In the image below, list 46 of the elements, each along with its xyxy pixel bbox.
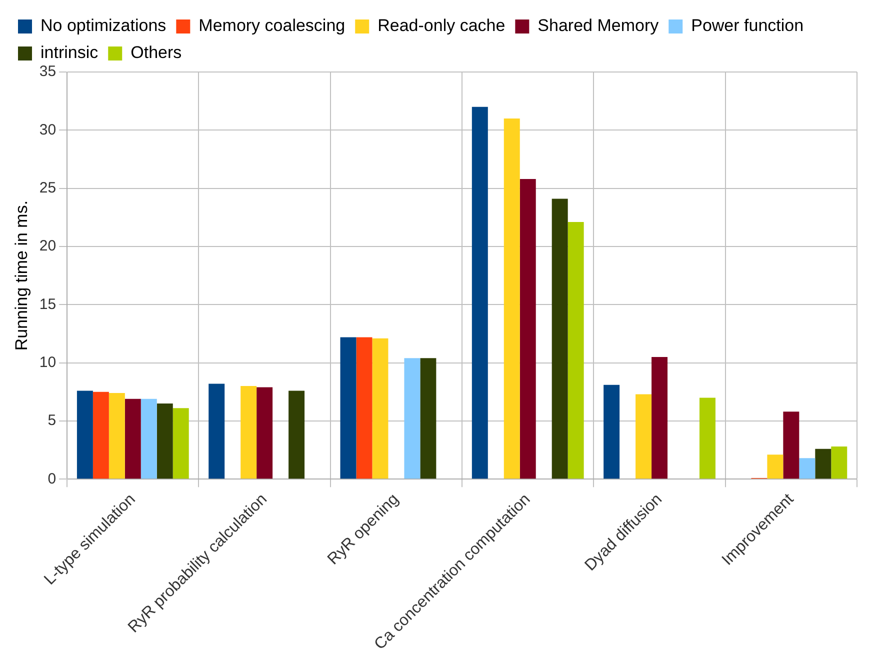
bar: [699, 398, 716, 479]
legend-label: Power function: [691, 16, 804, 36]
bar: [831, 446, 848, 479]
bar: [404, 358, 420, 479]
bar: [288, 390, 305, 479]
bar: [783, 412, 800, 479]
bar: [172, 408, 189, 479]
bar: [799, 458, 816, 479]
y-tick-label: 30: [39, 121, 56, 138]
y-tick-label: 0: [48, 470, 56, 488]
bar: [520, 179, 536, 479]
legend-label: Memory coalescing: [198, 16, 346, 36]
bar: [256, 387, 273, 479]
bar: [652, 356, 668, 479]
bar: [767, 454, 784, 479]
y-tick-label: 10: [39, 354, 56, 371]
y-tick-label: 25: [39, 179, 56, 196]
bar: [76, 390, 93, 479]
bar: [208, 384, 225, 479]
y-tick-label: 5: [48, 412, 56, 430]
bar: [92, 392, 109, 479]
bar: [108, 393, 125, 479]
legend-label: intrinsic: [40, 43, 99, 62]
y-tick-label: 15: [39, 296, 56, 313]
bar: [420, 358, 436, 479]
legend-label: Read-only cache: [378, 16, 506, 36]
y-tick-label: 20: [39, 238, 56, 255]
bar: [124, 398, 141, 479]
bar: [552, 198, 568, 479]
y-axis-title: Running time in ms.: [12, 200, 31, 351]
legend-label: No optimizations: [40, 16, 166, 36]
bar: [604, 384, 620, 479]
legend-label: Shared Memory: [538, 16, 660, 36]
legend-label: Others: [130, 43, 182, 62]
bar: [356, 337, 372, 479]
bar: [140, 398, 157, 479]
bar: [815, 448, 832, 479]
bar: [240, 386, 257, 479]
y-tick-label: 35: [39, 63, 56, 80]
bar: [156, 404, 173, 479]
bar: [636, 394, 652, 479]
bar: [372, 338, 388, 479]
bar: [504, 118, 520, 479]
bar: [340, 337, 356, 479]
bar: [568, 222, 584, 479]
bar: [472, 106, 488, 479]
